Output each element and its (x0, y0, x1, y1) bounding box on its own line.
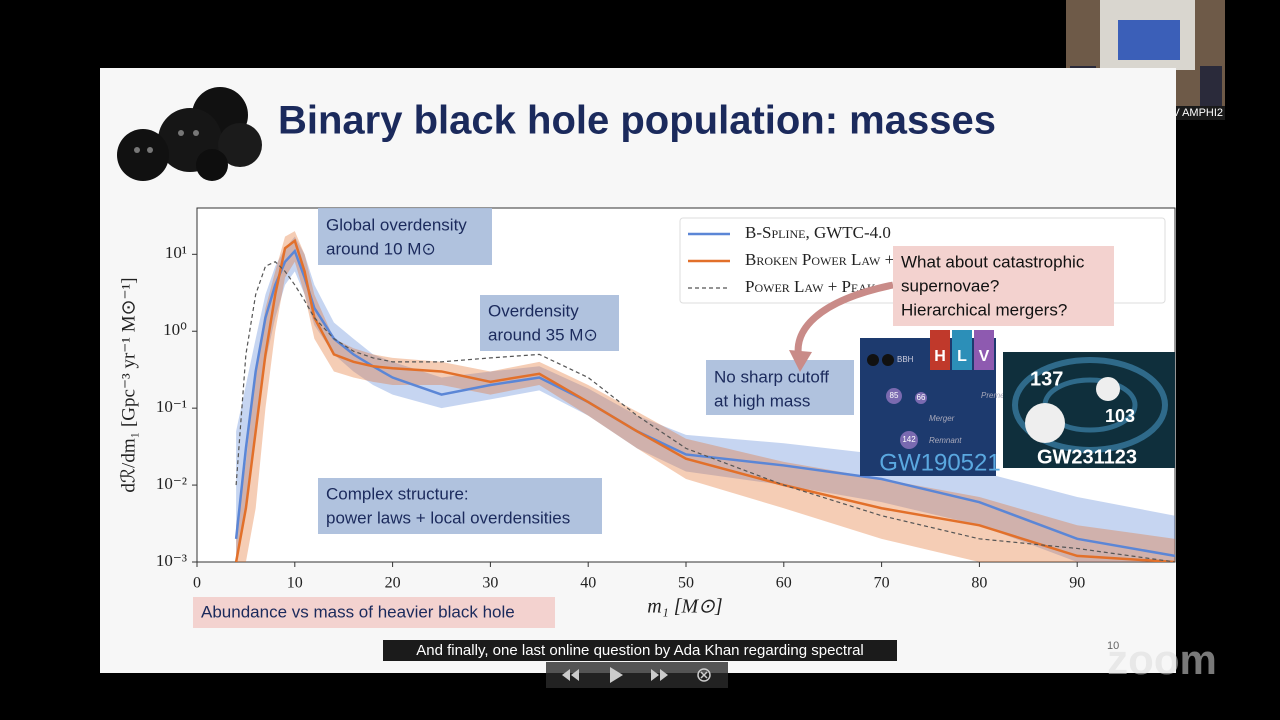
play-button[interactable] (610, 667, 623, 683)
series-line (235, 261, 1175, 562)
y-tick-label: 10⁻¹ (156, 397, 187, 416)
close-button[interactable] (697, 668, 711, 682)
question-text: supernovae? (901, 276, 999, 295)
question-text: Hierarchical mergers? (901, 300, 1067, 319)
legend-label: B-Spline, GWTC-4.0 (745, 223, 891, 242)
uncertainty-band (236, 231, 1175, 562)
rewind-button[interactable] (562, 669, 579, 681)
x-axis-label: m₁ [M⊙] (647, 596, 722, 618)
x-tick-label: 70 (874, 575, 890, 592)
image-tag: BBH (897, 355, 914, 364)
legend-label: Power Law + Peak (745, 277, 876, 296)
black-hole-cartoon (117, 87, 262, 181)
forward-button[interactable] (651, 669, 668, 681)
stage: Premerger (981, 391, 1019, 400)
caption-bg (383, 640, 897, 661)
note-box (318, 208, 492, 265)
image-1-details: 85 66 142 H L V (890, 348, 990, 444)
stage: Merger (929, 414, 955, 423)
note-text: around 10 M⊙ (326, 239, 436, 258)
note-box (480, 295, 619, 351)
arrow-head (789, 350, 812, 372)
detector-label: H (934, 348, 946, 365)
mass-label: 103 (1105, 406, 1135, 426)
note-text: Global overdensity (326, 215, 467, 234)
note-text: Complex structure: (326, 484, 469, 503)
note-box (318, 478, 602, 534)
x-tick-label: 60 (776, 575, 792, 592)
caption: And finally, one last online question by… (416, 642, 864, 659)
uncertainty-band (236, 236, 1175, 562)
watermark: zoom (1107, 636, 1217, 683)
notes: Global overdensity around 10 M⊙ Overdensit… (326, 215, 1085, 527)
question-box (893, 246, 1114, 326)
x-tick-label: 80 (971, 575, 987, 592)
x-tick-label: 10 (287, 575, 303, 592)
gw190521-image: BBH Premerger Merger Remnant GW190521 (860, 330, 1019, 476)
image-label: GW231123 (1037, 446, 1137, 468)
note-text: power laws + local overdensities (326, 508, 570, 527)
y-tick-label: 10⁰ (163, 320, 187, 339)
x-tick-label: 40 (580, 575, 596, 592)
x-tick-label: 90 (1069, 575, 1085, 592)
y-tick-label: 10¹ (165, 243, 187, 262)
series-line (234, 248, 1175, 558)
detector-label: L (957, 348, 967, 365)
detector-label: V (979, 348, 990, 365)
mass-label: 66 (917, 393, 926, 402)
x-tick-label: 30 (482, 575, 498, 592)
note-box (706, 360, 854, 415)
x-tick-label: 0 (193, 575, 201, 592)
page-number: 10 (1107, 640, 1119, 652)
y-tick-label: 10⁻² (156, 474, 187, 493)
footer-note-box (193, 597, 555, 628)
y-tick-label: 10⁻³ (156, 551, 187, 570)
note-text: around 35 M⊙ (488, 325, 598, 344)
y-axis-label: dℛ/dm₁ [Gpc⁻³ yr⁻¹ M⊙⁻¹] (118, 277, 139, 492)
mass-label: 85 (890, 391, 899, 400)
footer-note: Abundance vs mass of heavier black hole (201, 602, 515, 621)
plot (234, 231, 1175, 562)
question-text: What about catastrophic (901, 252, 1085, 271)
gw231123-image: 137 103 GW231123 (1003, 352, 1175, 468)
x-tick-label: 50 (678, 575, 694, 592)
mass-label: 142 (902, 435, 916, 444)
slide-title: Binary black hole population: masses (278, 99, 996, 143)
note-text: Overdensity (488, 301, 579, 320)
x-tick-label: 20 (385, 575, 401, 592)
note-text: No sharp cutoff (714, 367, 829, 386)
series-line (234, 238, 1175, 562)
mass-label: 137 (1030, 368, 1063, 390)
note-text: at high mass (714, 391, 810, 410)
image-label: GW190521 (879, 449, 1000, 476)
stage: Remnant (929, 436, 962, 445)
